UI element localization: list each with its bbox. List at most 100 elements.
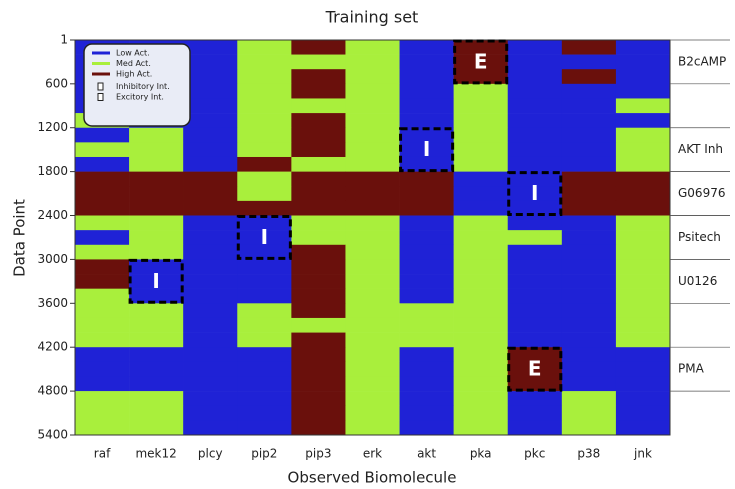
cell [345, 186, 400, 202]
cell [615, 127, 671, 143]
cell [237, 347, 292, 363]
cell [507, 127, 563, 143]
cell [399, 40, 454, 55]
cell [75, 303, 130, 319]
cell [183, 347, 238, 363]
x-tick-label: pka [470, 447, 492, 461]
cell [507, 259, 563, 275]
y-tick-label: 3000 [37, 252, 68, 266]
cell [237, 186, 292, 202]
cell [291, 142, 346, 158]
cell [237, 171, 292, 187]
cell [75, 142, 130, 158]
cell [291, 361, 346, 377]
cell [453, 54, 509, 70]
cell [183, 127, 238, 143]
cell [75, 317, 130, 333]
cell [345, 259, 400, 275]
cell [453, 420, 509, 436]
experiment-label: PMA [678, 362, 705, 376]
cell [75, 347, 130, 363]
cell [75, 274, 130, 289]
cell [453, 391, 509, 407]
cell [561, 83, 617, 99]
cell [129, 274, 184, 289]
cell [237, 274, 292, 289]
cell [345, 361, 400, 377]
cell [183, 215, 238, 231]
cell [183, 391, 238, 407]
cell [507, 54, 563, 70]
cell [453, 361, 509, 377]
cell [453, 40, 509, 55]
cell [75, 259, 130, 275]
cell [615, 40, 671, 55]
cell [183, 317, 238, 333]
cell [561, 405, 617, 421]
cell [453, 200, 509, 216]
cell [345, 347, 400, 363]
x-tick-label: pip2 [251, 447, 277, 461]
cell [399, 186, 454, 202]
cell [345, 40, 400, 55]
cell [507, 361, 563, 377]
cell [399, 98, 454, 114]
cell [345, 405, 400, 421]
overlay: raf mek12 plcy pip2 pip3 erk akt pka pkc p38 jnk 1 6… [37, 33, 730, 461]
cell [183, 113, 238, 129]
intervention-box [236, 215, 292, 260]
legend-label: Med Act. [116, 59, 151, 68]
cell [561, 361, 617, 377]
cell [615, 186, 671, 202]
cell [237, 288, 292, 304]
y-tick-label: 5400 [37, 428, 68, 442]
cell [345, 420, 400, 436]
cell [129, 244, 184, 260]
cell [75, 391, 130, 407]
cell [75, 200, 130, 216]
cell [453, 230, 509, 246]
cell [129, 376, 184, 392]
legend-glyph [97, 93, 104, 101]
cell [345, 156, 400, 172]
cell [345, 171, 400, 187]
cell [615, 317, 671, 333]
cell [399, 156, 454, 172]
cell [453, 274, 509, 289]
cell [399, 54, 454, 70]
cell [183, 40, 238, 55]
cell [345, 332, 400, 348]
cell [183, 303, 238, 319]
cell [183, 274, 238, 289]
cell [399, 420, 454, 436]
cell [237, 54, 292, 70]
cell [183, 200, 238, 216]
cell [237, 317, 292, 333]
cell [291, 40, 346, 55]
cell [129, 171, 184, 187]
cell [399, 259, 454, 275]
chart-title: Training set [325, 8, 419, 27]
cell [615, 391, 671, 407]
cell [561, 420, 617, 436]
cell [183, 361, 238, 377]
cell [345, 98, 400, 114]
cell [291, 405, 346, 421]
legend-box [83, 43, 191, 127]
cell [291, 215, 346, 231]
cell [291, 288, 346, 304]
cell [615, 361, 671, 377]
cell [561, 376, 617, 392]
cell [615, 244, 671, 260]
cell [129, 127, 184, 143]
cell [129, 303, 184, 319]
cell [453, 69, 509, 85]
legend: Low Act.Med Act. High Act. Inhibitory Int.… [83, 43, 191, 127]
cell [291, 274, 346, 289]
cell [507, 113, 563, 129]
y-tick-label: 4800 [37, 384, 68, 398]
cell [453, 83, 509, 99]
cell [75, 156, 130, 172]
cell [561, 156, 617, 172]
